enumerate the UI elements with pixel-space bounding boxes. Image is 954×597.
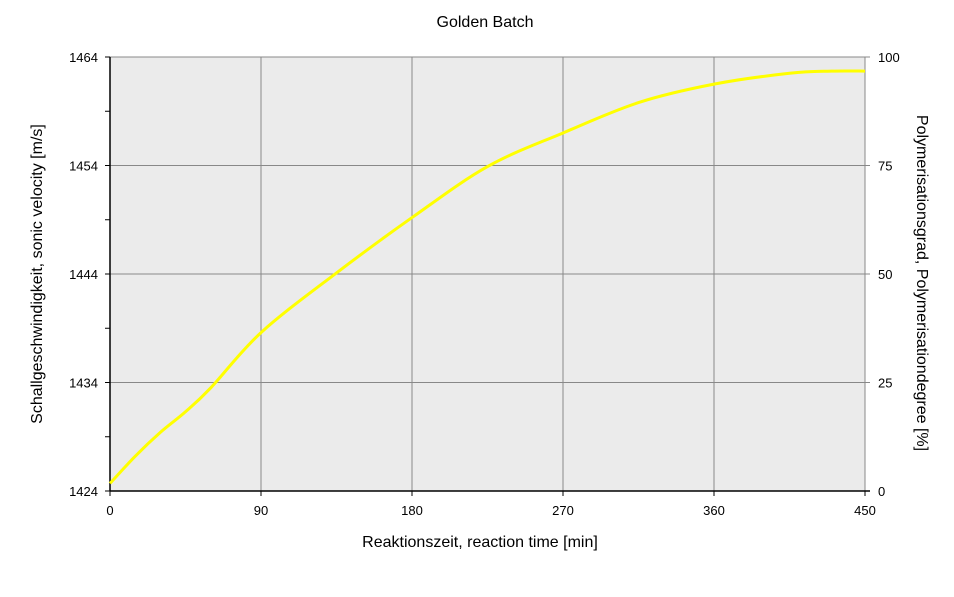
x-tick-label: 270 — [552, 503, 574, 518]
axes: 0 90 180 270 360 450 1424 1434 1444 1454 1464 0 25 50… — [69, 50, 900, 518]
y-axis-label: Schallgeschwindigkeit, sonic velocity [m… — [29, 124, 46, 424]
x-tick-label: 360 — [703, 503, 725, 518]
y-tick-label: 1424 — [69, 484, 98, 499]
y-tick-label: 1444 — [69, 267, 98, 282]
grid — [110, 56, 870, 491]
y2-tick-label: 25 — [878, 376, 892, 391]
y-tick-label: 1464 — [69, 50, 98, 65]
chart-title: Golden Batch — [437, 14, 534, 31]
y2-tick-label: 0 — [878, 484, 885, 499]
x-axis-label: Reaktionszeit, reaction time [min] — [362, 534, 598, 551]
y2-tick-label: 100 — [878, 50, 900, 65]
y2-tick-label: 50 — [878, 267, 892, 282]
series-group — [108, 69, 866, 485]
x-tick-label: 450 — [854, 503, 876, 518]
y-tick-label: 1434 — [69, 376, 98, 391]
y-tick-label: 1454 — [69, 159, 98, 174]
y2-axis-label: Polymerisationsgrad, Polymerisationdegre… — [913, 115, 930, 451]
x-tick-label: 0 — [106, 503, 113, 518]
x-tick-label: 90 — [254, 503, 268, 518]
series-line — [108, 69, 866, 485]
y2-tick-label: 75 — [878, 159, 892, 174]
x-tick-label: 180 — [401, 503, 423, 518]
